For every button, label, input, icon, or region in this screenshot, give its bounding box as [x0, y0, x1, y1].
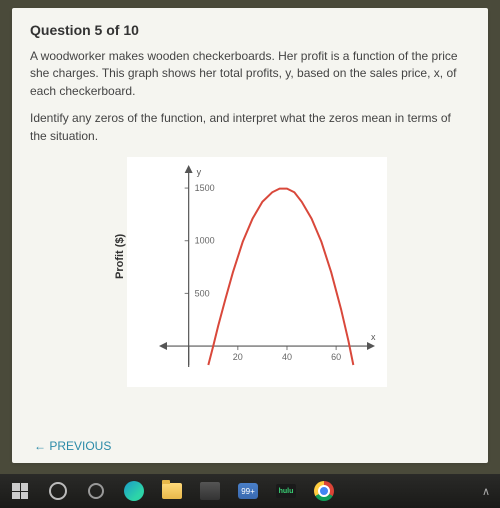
chart-container: Profit ($) 500 1000 1500 20 40 60 y x	[30, 157, 470, 387]
search-icon[interactable]	[48, 481, 68, 501]
svg-text:y: y	[197, 167, 202, 177]
question-paragraph-2: Identify any zeros of the function, and …	[30, 110, 470, 145]
file-explorer-icon[interactable]	[162, 481, 182, 501]
profit-chart: 500 1000 1500 20 40 60 y x	[127, 157, 387, 387]
svg-text:1500: 1500	[195, 183, 215, 193]
cortana-icon[interactable]	[86, 481, 106, 501]
svg-text:40: 40	[282, 352, 292, 362]
question-paragraph-1: A woodworker makes wooden checkerboards.…	[30, 48, 470, 100]
svg-text:500: 500	[195, 288, 210, 298]
start-button[interactable]	[10, 481, 30, 501]
svg-text:60: 60	[331, 352, 341, 362]
app-screen: Question 5 of 10 A woodworker makes wood…	[12, 8, 488, 463]
previous-button[interactable]: ← PREVIOUS	[34, 439, 111, 453]
mail-icon[interactable]: 99+	[238, 481, 258, 501]
store-icon[interactable]	[200, 481, 220, 501]
taskbar: 99+ hulu ∧	[0, 474, 500, 508]
y-axis-label: Profit ($)	[114, 265, 126, 279]
hulu-icon[interactable]: hulu	[276, 481, 296, 501]
question-number: Question 5 of 10	[30, 22, 470, 38]
edge-icon[interactable]	[124, 481, 144, 501]
svg-text:20: 20	[233, 352, 243, 362]
system-tray-chevron[interactable]: ∧	[482, 485, 490, 498]
svg-text:x: x	[371, 332, 376, 342]
svg-text:1000: 1000	[195, 236, 215, 246]
chrome-icon[interactable]	[314, 481, 334, 501]
